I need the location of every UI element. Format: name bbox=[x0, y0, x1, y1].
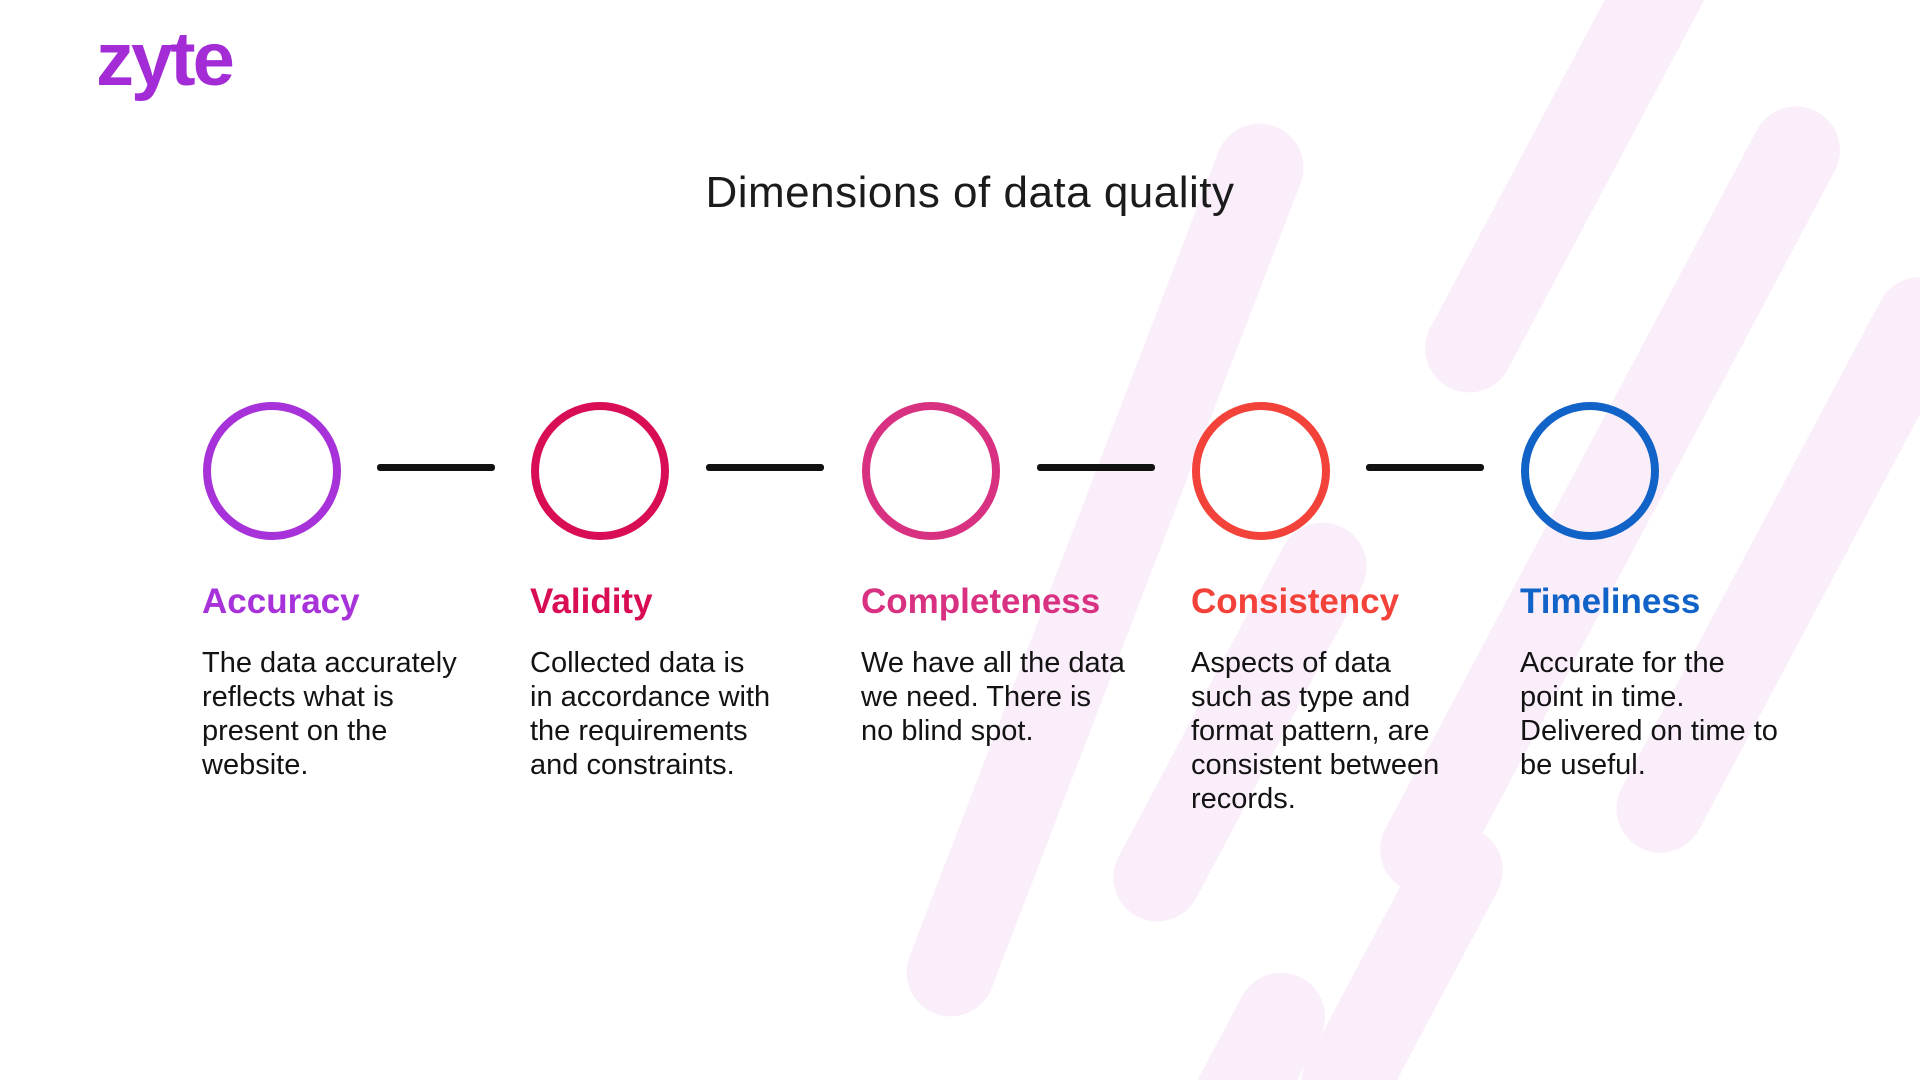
dimension-description: Collected data is in accordance with the… bbox=[530, 646, 771, 781]
dimension-circle-timeliness bbox=[1521, 402, 1659, 540]
connector-line bbox=[706, 464, 824, 471]
connector-line bbox=[1366, 464, 1484, 471]
dimension-circle-accuracy bbox=[203, 402, 341, 540]
dimension-circle-consistency bbox=[1192, 402, 1330, 540]
dimension-title: Timeliness bbox=[1520, 582, 1701, 621]
page-title: Dimensions of data quality bbox=[705, 168, 1235, 217]
dimension-column-validity: Validity Collected data is in accordance… bbox=[530, 582, 820, 782]
dimension-circle-validity bbox=[531, 402, 669, 540]
dimension-column-completeness: Completeness We have all the data we nee… bbox=[861, 582, 1151, 748]
dimension-circle-completeness bbox=[862, 402, 1000, 540]
dimension-title: Accuracy bbox=[202, 582, 360, 621]
dimension-title: Consistency bbox=[1191, 582, 1400, 621]
dimension-description: Accurate for the point in time. Delivere… bbox=[1520, 646, 1778, 781]
dimension-column-timeliness: Timeliness Accurate for the point in tim… bbox=[1520, 582, 1810, 782]
connector-line bbox=[1037, 464, 1155, 471]
dimension-column-accuracy: Accuracy The data accurately reflects wh… bbox=[202, 582, 492, 782]
dimension-description: We have all the data we need. There is n… bbox=[861, 646, 1125, 747]
connector-line bbox=[377, 464, 495, 471]
zyte-logo: zyte bbox=[96, 17, 235, 102]
dimension-column-consistency: Consistency Aspects of data such as type… bbox=[1191, 582, 1481, 816]
dimension-title: Completeness bbox=[861, 582, 1101, 621]
dimension-description: Aspects of data such as type and format … bbox=[1191, 646, 1440, 815]
background-stripe bbox=[893, 110, 1317, 1030]
dimension-title: Validity bbox=[530, 582, 653, 621]
dimension-description: The data accurately reflects what is pre… bbox=[202, 646, 457, 781]
